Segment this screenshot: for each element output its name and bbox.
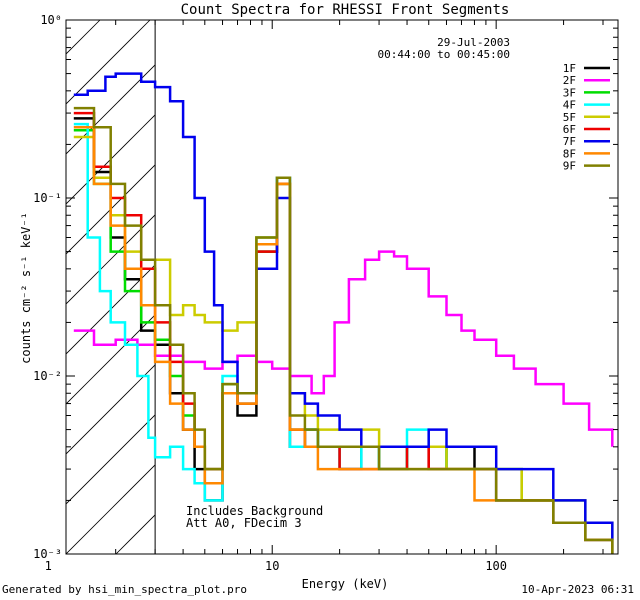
x-tick-label: 10 xyxy=(265,559,279,573)
hatch-line xyxy=(66,364,156,455)
hatch-line xyxy=(66,20,101,55)
legend-label-1F: 1F xyxy=(563,62,576,75)
legend-label-3F: 3F xyxy=(563,86,576,99)
hatch-line xyxy=(66,164,156,255)
axes: 1 10 100 10⁰ 10⁻¹ 10⁻² 10⁻³ xyxy=(33,13,618,573)
legend-label-8F: 8F xyxy=(563,147,576,160)
series-line-9F xyxy=(73,106,614,554)
chart-title: Count Spectra for RHESSI Front Segments xyxy=(181,2,510,18)
hatch-line xyxy=(66,214,156,305)
series-line-8F xyxy=(73,125,614,554)
legend-label-4F: 4F xyxy=(563,99,576,112)
hatch-line xyxy=(66,314,156,405)
time-range-label: 00:44:00 to 00:45:00 xyxy=(378,48,510,61)
y-tick-label: 10⁻² xyxy=(33,369,62,383)
legend-label-9F: 9F xyxy=(563,160,576,173)
date-label: 29-Jul-2003 xyxy=(437,36,510,49)
hatch-line xyxy=(66,264,156,355)
hatch-line xyxy=(66,64,156,155)
annotation-background: Includes Background xyxy=(186,504,323,518)
legend-label-2F: 2F xyxy=(563,74,576,87)
legend-label-7F: 7F xyxy=(563,135,576,148)
plot-frame xyxy=(65,19,619,555)
series-line-7F xyxy=(73,72,614,540)
y-tick-label: 10⁻³ xyxy=(33,547,62,561)
x-axis-label: Energy (keV) xyxy=(302,577,389,591)
hatched-region xyxy=(66,20,156,554)
hatch-line xyxy=(66,414,156,505)
y-tick-label: 10⁻¹ xyxy=(33,191,62,205)
x-tick-label: 100 xyxy=(485,559,507,573)
series-layer xyxy=(73,72,614,554)
footer-timestamp: 10-Apr-2023 06:31 xyxy=(521,583,634,596)
legend-label-5F: 5F xyxy=(563,111,576,124)
hatch-line xyxy=(66,464,156,554)
y-axis-label: counts cm⁻² s⁻¹ keV⁻¹ xyxy=(19,212,33,364)
footer-generated-by: Generated by hsi_min_spectra_plot.pro xyxy=(2,583,248,596)
annotation-attenuator: Att A0, FDecim 3 xyxy=(186,516,302,530)
legend-label-6F: 6F xyxy=(563,123,576,136)
y-tick-label: 10⁰ xyxy=(40,13,62,27)
x-tick-label: 1 xyxy=(45,559,52,573)
